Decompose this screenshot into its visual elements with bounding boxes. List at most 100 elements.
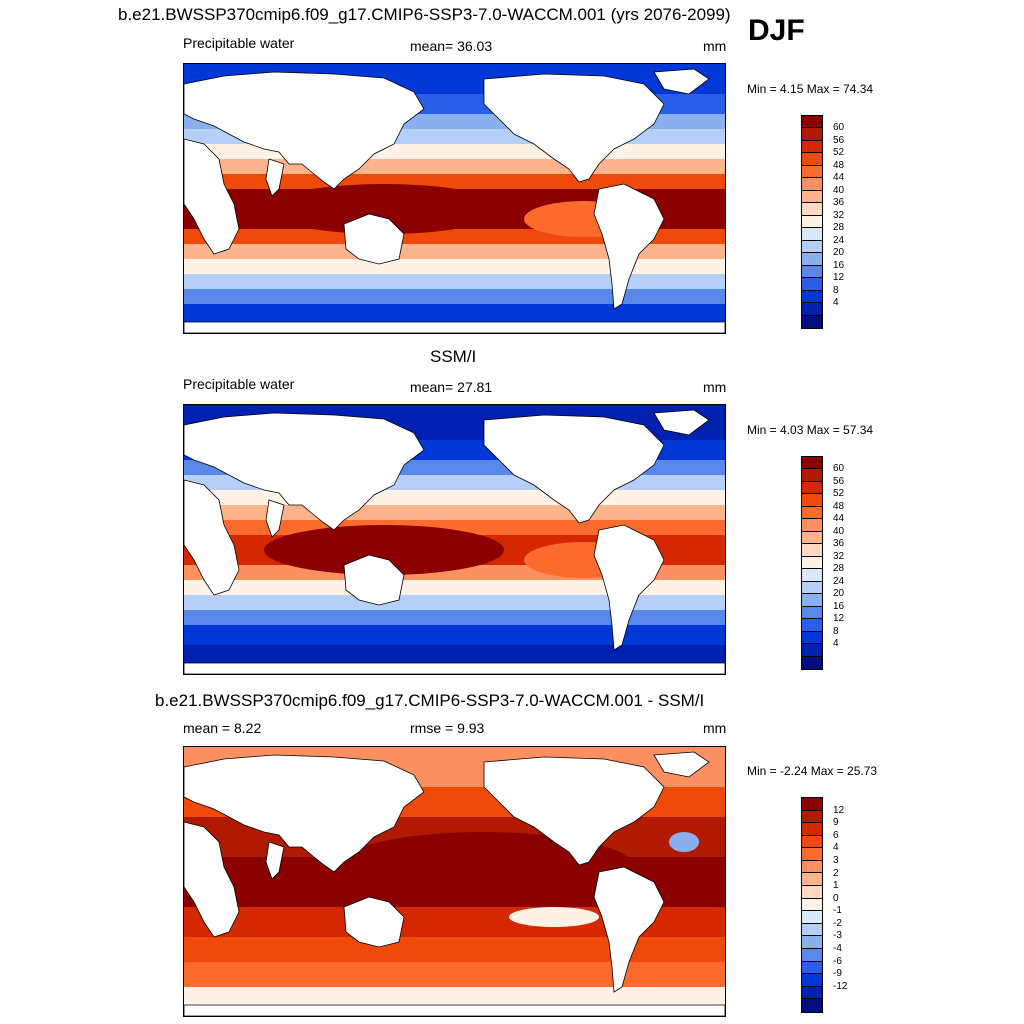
colorbar-swatch — [802, 469, 822, 482]
colorbar-swatch — [802, 835, 822, 849]
field-band — [184, 595, 725, 610]
colorbar-label: -1 — [833, 905, 842, 917]
colorbar-swatch — [802, 569, 822, 582]
continent-outline — [653, 409, 710, 436]
panel2-title: SSM/I — [430, 347, 477, 366]
colorbar-swatch — [802, 644, 822, 657]
colorbar-label: 2 — [833, 867, 839, 879]
continent-outline — [483, 73, 665, 183]
colorbar-swatch — [802, 860, 822, 874]
colorbar-label: 12 — [833, 804, 845, 816]
colorbar-label: -3 — [833, 930, 842, 942]
continent-outline — [265, 841, 285, 880]
colorbar-label: 52 — [833, 147, 845, 159]
field-band — [184, 580, 725, 595]
continent-outline — [265, 158, 285, 197]
field-band — [184, 625, 725, 645]
continent-outline — [653, 751, 710, 778]
continent-outline — [265, 499, 285, 538]
continent-outline — [483, 414, 665, 524]
colorbar-swatch — [802, 531, 822, 545]
panel2-mean-label: mean= 27.81 — [410, 379, 493, 395]
colorbar-swatch — [802, 253, 822, 266]
colorbar-swatch — [802, 128, 822, 141]
colorbar-label: 56 — [833, 475, 845, 487]
panel1-units-label: mm — [703, 38, 727, 54]
colorbar-label: 52 — [833, 488, 845, 500]
panel2-variable-label: Precipitable water — [183, 376, 295, 392]
colorbar-swatch — [802, 923, 822, 937]
colorbar-label: -9 — [833, 968, 842, 980]
colorbar-swatch — [802, 798, 822, 811]
continent-outline — [184, 1004, 725, 1016]
colorbar-label: 0 — [833, 892, 839, 904]
colorbar-swatch — [802, 886, 822, 899]
colorbar-label: 8 — [833, 625, 839, 637]
colorbar-label: 36 — [833, 197, 845, 209]
colorbar-label: 24 — [833, 575, 845, 587]
colorbar-swatch — [802, 519, 822, 532]
colorbar-swatch — [802, 631, 822, 645]
colorbar-swatch — [802, 974, 822, 987]
colorbar-swatch — [802, 290, 822, 304]
colorbar-swatch — [802, 999, 822, 1012]
continent-outline — [653, 68, 710, 95]
colorbar-label: 24 — [833, 234, 845, 246]
continent-outline — [184, 138, 240, 255]
diff-min — [509, 907, 599, 927]
colorbar-label: 44 — [833, 513, 845, 525]
colorbar-label: 6 — [833, 829, 839, 841]
colorbar-swatch — [802, 823, 822, 836]
colorbar-label: 4 — [833, 842, 839, 854]
panel2-minmax: Min = 4.03 Max = 57.34 — [747, 423, 874, 437]
panel1-variable-label: Precipitable water — [183, 35, 295, 51]
colorbar-label: 12 — [833, 272, 845, 284]
colorbar-swatch — [802, 178, 822, 191]
continent-outline — [343, 896, 405, 948]
colorbar-swatch — [802, 594, 822, 607]
panel3-colorbar — [801, 797, 823, 1013]
colorbar-swatch — [802, 898, 822, 912]
colorbar-swatch — [802, 619, 822, 632]
colorbar-swatch — [802, 961, 822, 975]
colorbar-swatch — [802, 506, 822, 520]
continent-outline — [483, 756, 665, 866]
colorbar-swatch — [802, 140, 822, 154]
colorbar-label: 20 — [833, 588, 845, 600]
colorbar-label: 36 — [833, 538, 845, 550]
colorbar-swatch — [802, 810, 822, 824]
colorbar-label: 44 — [833, 172, 845, 184]
colorbar-label: 56 — [833, 134, 845, 146]
continent-outline — [593, 866, 665, 993]
colorbar-label: 28 — [833, 563, 845, 575]
colorbar-label: 60 — [833, 122, 845, 134]
colorbar-swatch — [802, 190, 822, 204]
colorbar-label: 16 — [833, 259, 845, 271]
panel3-units-label: mm — [703, 720, 727, 736]
colorbar-label: 9 — [833, 817, 839, 829]
panel1-map — [183, 63, 726, 334]
field-band — [184, 259, 725, 274]
season-label: DJF — [748, 14, 805, 47]
colorbar-label: 40 — [833, 184, 845, 196]
colorbar-label: -4 — [833, 943, 842, 955]
panel1-map-svg — [184, 64, 725, 333]
colorbar-label: 4 — [833, 297, 839, 309]
colorbar-label: 48 — [833, 500, 845, 512]
colorbar-swatch — [802, 873, 822, 887]
continent-outline — [593, 524, 665, 651]
panel3-rmse-label: rmse = 9.93 — [410, 720, 485, 736]
continent-outline — [184, 479, 240, 596]
colorbar-swatch — [802, 278, 822, 291]
continent-outline — [184, 321, 725, 333]
colorbar-swatch — [802, 948, 822, 962]
colorbar-label: 16 — [833, 600, 845, 612]
colorbar-label: -12 — [833, 980, 848, 992]
continent-outline — [184, 662, 725, 674]
colorbar-swatch — [802, 265, 822, 279]
continent-outline — [343, 213, 405, 265]
colorbar-label: 8 — [833, 284, 839, 296]
colorbar-label: -2 — [833, 917, 842, 929]
colorbar-swatch — [802, 303, 822, 316]
colorbar-swatch — [802, 153, 822, 166]
